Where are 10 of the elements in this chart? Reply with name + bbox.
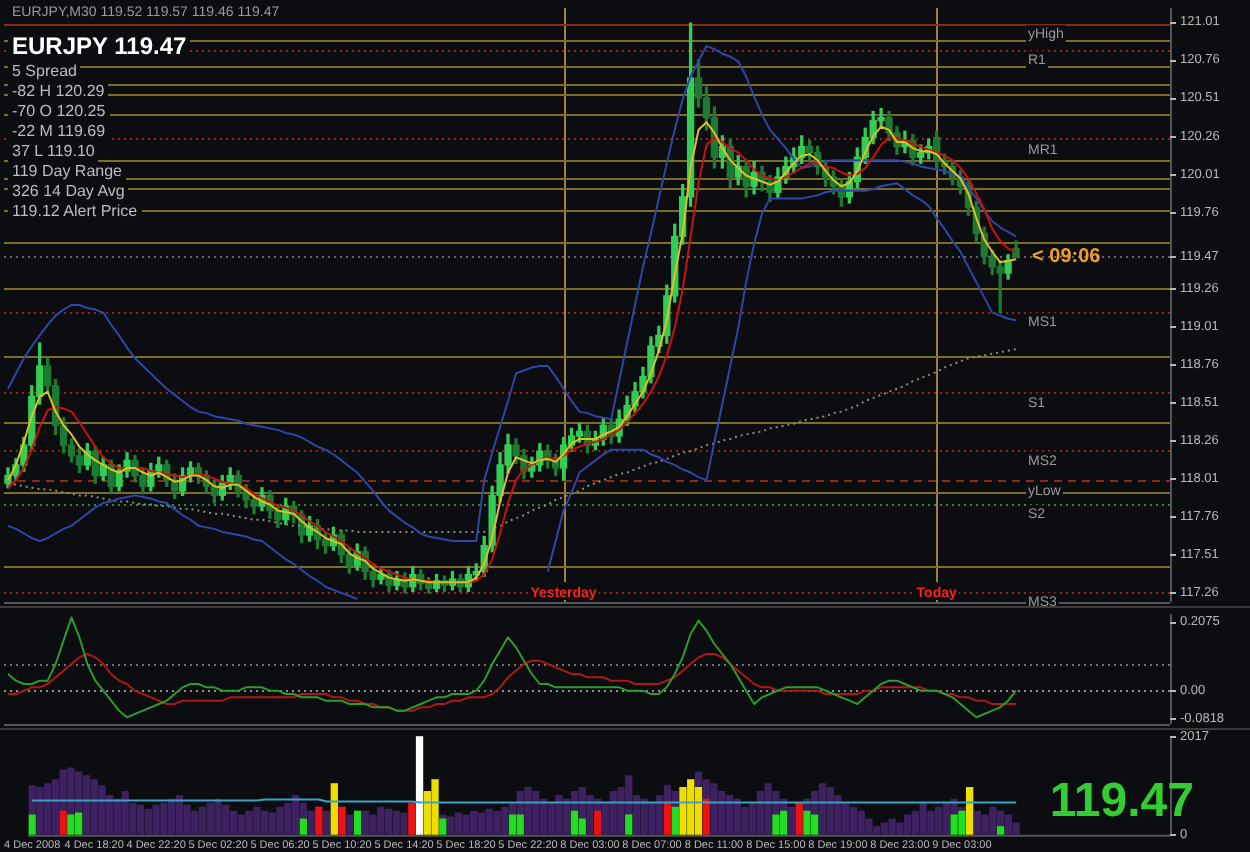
annotation: 37 L 119.10 (8, 142, 99, 162)
annotation: -70 O 120.25 (8, 102, 110, 122)
annotation: 119.12 Alert Price (8, 202, 142, 222)
annotation: EURJPY 119.47 (8, 32, 191, 62)
annotation: 326 14 Day Avg (8, 182, 129, 202)
annotation: -22 M 119.69 (8, 122, 110, 142)
annotation: < 09:06 (1032, 245, 1102, 268)
annotation: -82 H 120.29 (8, 82, 109, 102)
annotation: 119 Day Range (8, 162, 126, 182)
annotation: 5 Spread (8, 62, 81, 82)
